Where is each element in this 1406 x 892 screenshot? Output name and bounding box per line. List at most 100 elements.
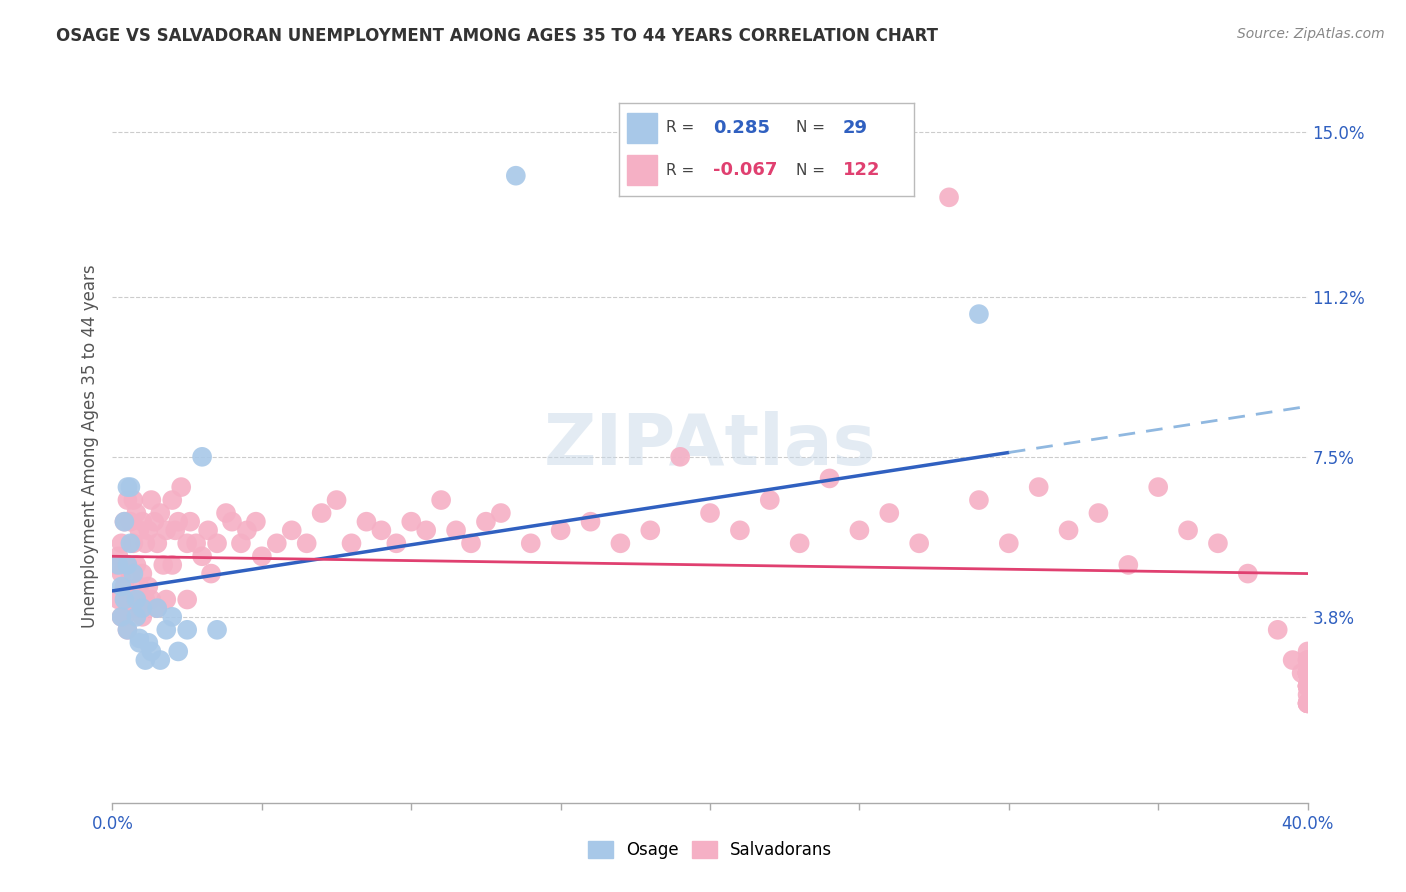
Point [1177,524,1199,538]
Legend: Osage, Salvadorans: Osage, Salvadorans [581,834,839,866]
Text: R =: R = [666,162,695,178]
Point [669,450,692,464]
Point [117,623,139,637]
Point [120,566,142,581]
Text: N =: N = [796,120,825,136]
Point [146,536,169,550]
Point [143,515,166,529]
Point [155,524,177,538]
Point [325,493,347,508]
Point [117,480,139,494]
Point [609,536,631,550]
Point [579,515,602,529]
Point [1296,666,1319,681]
Point [356,515,378,529]
Point [205,623,228,637]
Text: 122: 122 [844,161,880,179]
Point [1296,679,1319,693]
Point [1296,696,1319,710]
Point [1296,666,1319,681]
Text: -0.067: -0.067 [713,161,778,179]
Point [125,610,148,624]
Point [311,506,333,520]
Point [401,515,423,529]
Point [117,493,139,508]
Point [128,636,150,650]
Point [205,536,228,550]
Point [117,558,139,572]
Point [1296,679,1319,693]
Text: OSAGE VS SALVADORAN UNEMPLOYMENT AMONG AGES 35 TO 44 YEARS CORRELATION CHART: OSAGE VS SALVADORAN UNEMPLOYMENT AMONG A… [56,27,938,45]
Point [818,471,841,485]
Point [460,536,482,550]
Point [266,536,288,550]
Point [114,610,135,624]
Point [155,592,177,607]
Point [120,515,142,529]
Point [117,558,139,572]
Point [186,536,208,550]
Point [110,536,132,550]
Point [134,592,156,607]
Point [120,601,142,615]
Point [191,549,214,564]
Point [1296,653,1319,667]
Point [120,536,142,550]
Point [125,592,148,607]
Point [134,653,156,667]
Point [165,524,187,538]
Point [131,601,153,615]
Point [640,524,662,538]
Text: R =: R = [666,120,695,136]
Point [167,515,190,529]
Point [215,506,238,520]
Point [1028,480,1050,494]
Point [505,169,527,183]
Point [1147,480,1170,494]
Point [229,536,252,550]
Point [1267,623,1289,637]
Point [110,610,132,624]
Point [789,536,811,550]
Point [107,592,129,607]
Bar [627,155,657,185]
Point [1296,644,1319,658]
Point [141,592,163,607]
Point [117,592,139,607]
Point [1296,666,1319,681]
Point [162,610,183,624]
Point [146,601,169,615]
Point [520,536,543,550]
Point [197,524,219,538]
Point [128,524,150,538]
Point [385,536,408,550]
Point [176,592,198,607]
Point [138,580,160,594]
Point [110,610,132,624]
Point [938,190,960,204]
Point [489,506,512,520]
Point [122,566,145,581]
Point [110,580,132,594]
Point [1296,679,1319,693]
Point [131,566,153,581]
Text: 0.285: 0.285 [713,119,770,136]
Point [1296,696,1319,710]
Point [1296,679,1319,693]
Text: ZIPAtlas: ZIPAtlas [544,411,876,481]
Point [1281,653,1303,667]
Point [128,632,150,646]
Y-axis label: Unemployment Among Ages 35 to 44 years: Unemployment Among Ages 35 to 44 years [80,264,98,628]
Point [114,580,135,594]
Point [1296,688,1319,702]
Point [114,515,135,529]
Point [370,524,392,538]
Point [155,623,177,637]
Point [138,636,160,650]
Point [236,524,259,538]
Point [340,536,363,550]
Point [162,558,183,572]
Point [967,307,990,321]
Point [998,536,1021,550]
Point [179,515,201,529]
